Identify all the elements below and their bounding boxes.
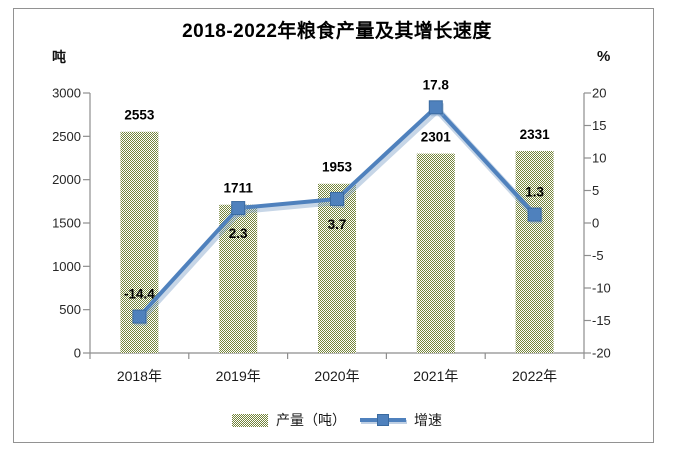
chart-title: 2018-2022年粮食产量及其增长速度 bbox=[182, 21, 492, 42]
category-label: 2021年 bbox=[413, 368, 458, 384]
growth-marker bbox=[132, 309, 147, 324]
growth-value-label: 3.7 bbox=[328, 217, 347, 232]
legend-item-production: 产量（吨） bbox=[232, 410, 346, 430]
left-axis-tick-label: 2500 bbox=[52, 129, 81, 144]
right-axis-tick-label: -5 bbox=[592, 248, 604, 263]
production-bar bbox=[515, 150, 554, 353]
growth-value-label: 2.3 bbox=[229, 226, 248, 241]
growth-line-icon bbox=[360, 413, 406, 426]
right-axis-tick-label: -10 bbox=[592, 281, 611, 296]
bar-value-label: 1711 bbox=[224, 181, 254, 196]
left-axis-tick-label: 1000 bbox=[52, 259, 81, 274]
category-label: 2018年 bbox=[117, 368, 162, 384]
legend-label-production: 产量（吨） bbox=[276, 412, 346, 428]
production-bar bbox=[318, 183, 356, 353]
category-label: 2019年 bbox=[216, 368, 261, 384]
right-axis-tick-label: 15 bbox=[592, 118, 606, 133]
legend-label-growth: 增速 bbox=[414, 412, 442, 428]
production-swatch-icon bbox=[232, 413, 268, 427]
growth-value-label: 17.8 bbox=[423, 77, 450, 92]
right-axis-tick-label: 5 bbox=[592, 183, 599, 198]
legend-item-growth: 增速 bbox=[360, 410, 442, 430]
right-axis-tick-label: 20 bbox=[592, 86, 606, 101]
chart-legend: 产量（吨） 增速 bbox=[0, 407, 674, 433]
category-label: 2022年 bbox=[512, 368, 557, 384]
left-axis-tick-label: 500 bbox=[59, 302, 81, 317]
growth-value-label: 1.3 bbox=[525, 185, 544, 200]
production-bar bbox=[416, 153, 455, 353]
production-bar bbox=[219, 204, 258, 353]
left-axis-tick-label: 1500 bbox=[52, 216, 81, 231]
left-axis-unit-label: 吨 bbox=[52, 49, 66, 65]
growth-marker bbox=[428, 100, 443, 115]
bar-value-label: 2301 bbox=[421, 130, 452, 145]
growth-value-label: -14.4 bbox=[124, 287, 155, 302]
bar-value-label: 1953 bbox=[322, 160, 353, 175]
category-label: 2020年 bbox=[314, 368, 359, 384]
left-axis-tick-label: 0 bbox=[74, 346, 81, 361]
right-axis-tick-label: -15 bbox=[592, 313, 611, 328]
right-axis-tick-label: -20 bbox=[592, 346, 611, 361]
growth-marker bbox=[527, 207, 542, 222]
right-axis-tick-label: 0 bbox=[592, 216, 599, 231]
growth-marker-icon bbox=[377, 413, 389, 426]
growth-marker bbox=[231, 201, 246, 216]
right-axis-unit-label: % bbox=[597, 48, 611, 65]
right-axis-tick-label: 10 bbox=[592, 151, 606, 166]
bar-value-label: 2331 bbox=[520, 127, 551, 142]
left-axis-tick-label: 2000 bbox=[52, 172, 81, 187]
left-axis-tick-label: 3000 bbox=[52, 86, 81, 101]
growth-marker bbox=[330, 191, 344, 206]
bar-value-label: 2553 bbox=[124, 108, 155, 123]
